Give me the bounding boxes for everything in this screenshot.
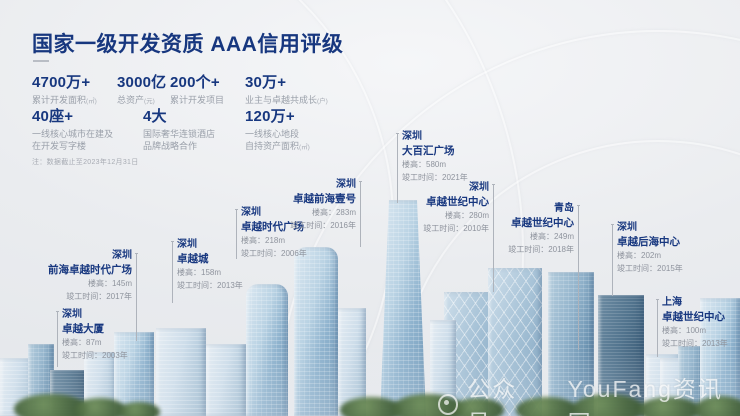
building-label-shidai-guangchang: 深圳 卓越时代广场 楼高：218m 竣工时间：2006年 [241,207,307,259]
stat-owners: 30万+ 业主与卓越共成长(户) [245,71,328,107]
building-label-dabaihui: 深圳 大百汇广场 楼高：580m 竣工时间：2021年 [402,131,468,183]
stat-value: 3000亿 [117,74,167,91]
data-cutoff-note: 注：数据截止至2023年12月31日 [32,159,139,166]
tree [14,394,88,416]
page-title: 国家一级开发资质 AAA信用评级 [32,33,344,56]
stat-label: 一线核心地段 [245,129,300,139]
tower [206,344,246,416]
building-label-zhuoyue-cheng: 深圳 卓越城 楼高：158m 竣工时间：2013年 [177,239,243,291]
stat-label: 自持资产面积(㎡) [245,141,310,152]
title-underline [33,60,49,62]
tree [572,394,644,416]
leader-line [235,209,238,259]
stat-label: 总资产(元) [117,95,155,105]
tree [638,397,700,416]
stat-label: 在开发写字楼 [32,141,87,152]
stat-label: 累计开发面积(㎡) [32,95,97,105]
stat-value: 4大 [143,108,167,125]
stat-label: 累计开发项目 [170,95,225,105]
tower [488,268,542,416]
tree [452,398,504,416]
leader-line [171,241,174,303]
stat-projects: 200个+ 累计开发项目 [170,71,224,107]
tower-shidai-guangchang-east [294,247,338,416]
leader-line [611,224,614,296]
stat-office-towers: 40座+ 一线核心城市在建及 在开发写字楼 [32,105,113,153]
tree [118,402,160,416]
stat-self-held-area: 120万+ 一线核心地段 自持资产面积(㎡) [245,105,310,153]
building-label-qianhai-shidai: 深圳 前海卓越时代广场 楼高：145m 竣工时间：2017年 [48,250,132,302]
leader-line [135,253,138,341]
leader-line [56,311,59,367]
stat-value: 200个+ [170,74,220,91]
building-label-zhuoyue-dasha: 深圳 卓越大厦 楼高：87m 竣工时间：2003年 [62,309,128,361]
stat-label: 一线核心城市在建及 [32,129,114,139]
stat-value: 30万+ [245,74,287,91]
stat-total-assets: 3000亿 总资产(元) [117,71,166,107]
leader-line [492,184,495,292]
tree [74,398,126,416]
watermark: 公众号 YouFang资讯网 [438,370,740,416]
building-label-qianhai-yihao: 深圳 卓越前海壹号 楼高：283m 竣工时间：2016年 [290,179,356,231]
tree [516,397,578,416]
stat-hotel-brands: 4大 国际奢华连锁酒店 品牌战略合作 [143,105,215,153]
tree [694,396,740,416]
tower-dabaihui [380,200,426,416]
watermark-text: 公众号 [467,376,518,416]
leader-line [577,205,580,350]
stat-label: 国际奢华连锁酒店 [143,129,216,139]
building-label-shiji-zhongxin-sh: 上海 卓越世纪中心 楼高：100m 竣工时间：2013年 [662,297,728,349]
watermark-text: YouFang资讯网 [567,376,723,416]
tower-shidai-guangchang-west [246,284,288,416]
building-label-houhai: 深圳 卓越后海中心 楼高：202m 竣工时间：2015年 [617,222,683,274]
leader-line [396,133,399,203]
leader-line [656,299,659,357]
tower-zhuoyue-cheng [156,328,206,416]
watermark-logo-icon [438,393,459,415]
stat-value: 40座+ [32,108,74,125]
stat-label: 品牌战略合作 [143,141,198,152]
stat-value: 4700万+ [32,74,91,91]
stat-value: 120万+ [245,108,295,125]
stat-developed-area: 4700万+ 累计开发面积(㎡) [32,71,97,107]
building-label-shiji-zhongxin-sz: 深圳 卓越世纪中心 楼高：280m 竣工时间：2010年 [423,182,489,234]
stat-label: 业主与卓越共成长(户) [245,95,328,105]
leader-line [359,181,362,247]
tower-shiji-zhongxin-qd [548,272,594,416]
tree [340,397,402,416]
building-label-shiji-zhongxin-qd: 青岛 卓越世纪中心 楼高：249m 竣工时间：2018年 [508,203,574,255]
